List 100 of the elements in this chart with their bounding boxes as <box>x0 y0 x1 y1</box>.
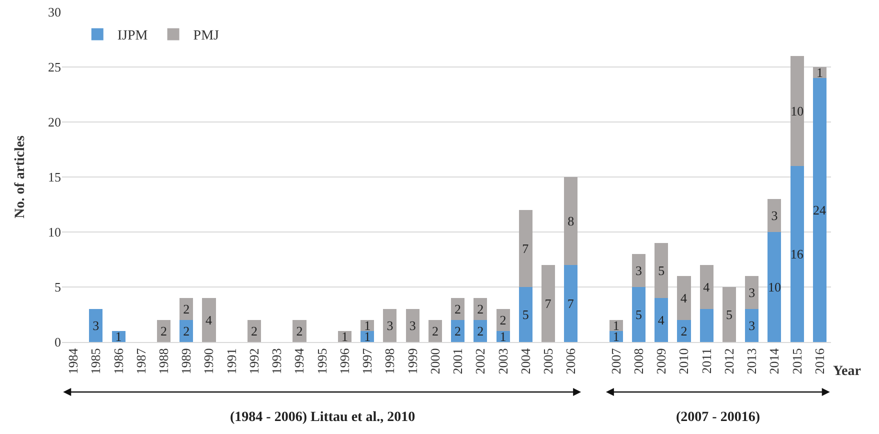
x-tick-label: 2001 <box>450 348 466 374</box>
x-tick-label: 1998 <box>382 348 398 374</box>
data-label: 5 <box>522 307 529 322</box>
x-tick-label: 1985 <box>88 348 104 374</box>
x-axis-title: Year <box>833 364 861 379</box>
x-tick-label: 1989 <box>178 348 194 374</box>
x-tick-label: 1997 <box>360 348 375 374</box>
data-label: 3 <box>92 318 100 333</box>
data-label: 1 <box>500 329 506 344</box>
bar <box>722 287 736 342</box>
data-label: 2 <box>183 302 190 316</box>
y-tick-label: 20 <box>48 114 61 130</box>
bar <box>745 309 759 342</box>
x-tick-label: 2011 <box>698 348 714 374</box>
data-label: 2 <box>432 324 438 338</box>
data-label: 4 <box>680 290 688 306</box>
data-label: 3 <box>636 263 642 278</box>
data-label: 2 <box>183 324 190 338</box>
x-tick-label: 1984 <box>66 348 81 374</box>
data-label: 3 <box>771 208 778 223</box>
x-tick-label: 1995 <box>314 348 330 374</box>
bar <box>383 309 397 342</box>
text: (1984 - 2006) Littau et al., 2010 <box>230 410 416 425</box>
x-tick-label: 2016 <box>812 348 827 374</box>
bar <box>180 320 194 342</box>
x-tick-label: 1993 <box>269 348 284 374</box>
y-tick-label: 30 <box>48 4 61 20</box>
bar <box>451 298 465 320</box>
x-tick-label: 2009 <box>654 348 669 374</box>
bar <box>541 265 556 342</box>
y-tick-label: 25 <box>48 60 61 75</box>
data-label: 1 <box>341 329 348 344</box>
data-label: 2 <box>251 324 258 338</box>
bar <box>564 265 578 342</box>
data-label: 3 <box>748 318 756 333</box>
bar <box>564 177 578 265</box>
data-label: 3 <box>748 285 756 300</box>
x-tick-label: 2008 <box>630 348 646 374</box>
bar <box>768 199 782 232</box>
legend-label: IJPM <box>117 28 148 44</box>
bar <box>496 309 510 331</box>
data-label: 4 <box>658 312 665 328</box>
data-label: 7 <box>544 296 552 311</box>
bar <box>474 298 488 320</box>
bar <box>518 287 532 342</box>
y-tick-label: 15 <box>48 170 61 185</box>
bar <box>768 232 782 342</box>
bar <box>700 309 714 342</box>
data-label: 10 <box>768 280 781 294</box>
bar <box>812 78 826 342</box>
data-label: 3 <box>386 318 394 333</box>
x-tick-label: 2002 <box>472 348 488 374</box>
data-label: 7 <box>522 241 530 256</box>
data-label: 2 <box>454 324 462 338</box>
x-tick-label: 1987 <box>133 348 148 374</box>
bar <box>654 243 668 298</box>
data-label: 5 <box>726 307 732 322</box>
bar <box>406 309 420 342</box>
x-tick-label: 2007 <box>608 348 624 374</box>
bar <box>247 320 262 342</box>
data-label: 2 <box>680 324 688 338</box>
bar <box>677 320 691 342</box>
y-tick-label: 10 <box>48 224 61 240</box>
bar <box>89 309 103 342</box>
bar <box>700 265 714 309</box>
x-tick-label: 1994 <box>292 348 307 374</box>
legend-label: PMJ <box>193 28 220 44</box>
text: (2007 - 20016) <box>676 410 760 425</box>
y-tick-label: 5 <box>54 280 61 295</box>
bar <box>428 320 442 342</box>
bar <box>745 276 759 309</box>
bar <box>451 320 465 342</box>
data-label: 2 <box>454 302 462 316</box>
data-label: 2 <box>296 324 303 338</box>
data-label: 10 <box>790 104 804 118</box>
data-label: 3 <box>409 318 416 333</box>
bar <box>180 298 194 320</box>
x-tick-label: 2012 <box>721 348 736 374</box>
x-tick-label: 2015 <box>789 348 804 374</box>
x-tick-label: 1986 <box>110 348 126 374</box>
data-label: 2 <box>477 324 484 338</box>
bar <box>518 210 532 287</box>
data-label: 1 <box>816 65 823 80</box>
data-label: 7 <box>567 296 574 311</box>
x-tick-label: 2014 <box>766 348 782 374</box>
data-label: 24 <box>812 202 826 218</box>
data-label: 2 <box>477 302 484 316</box>
y-tick-label: 0 <box>54 334 61 350</box>
data-label: 2 <box>160 324 168 338</box>
bar <box>790 56 804 166</box>
x-tick-label: 1999 <box>404 348 420 374</box>
x-tick-label: 2013 <box>744 348 760 374</box>
data-label: 8 <box>568 214 574 228</box>
x-tick-label: 2006 <box>563 348 578 374</box>
bar <box>677 276 691 320</box>
y-axis-title: No. of articles <box>13 135 28 218</box>
bar <box>632 287 646 342</box>
x-tick-label: 2010 <box>676 348 692 374</box>
x-tick-label: 2003 <box>495 348 510 374</box>
bar <box>156 320 171 342</box>
